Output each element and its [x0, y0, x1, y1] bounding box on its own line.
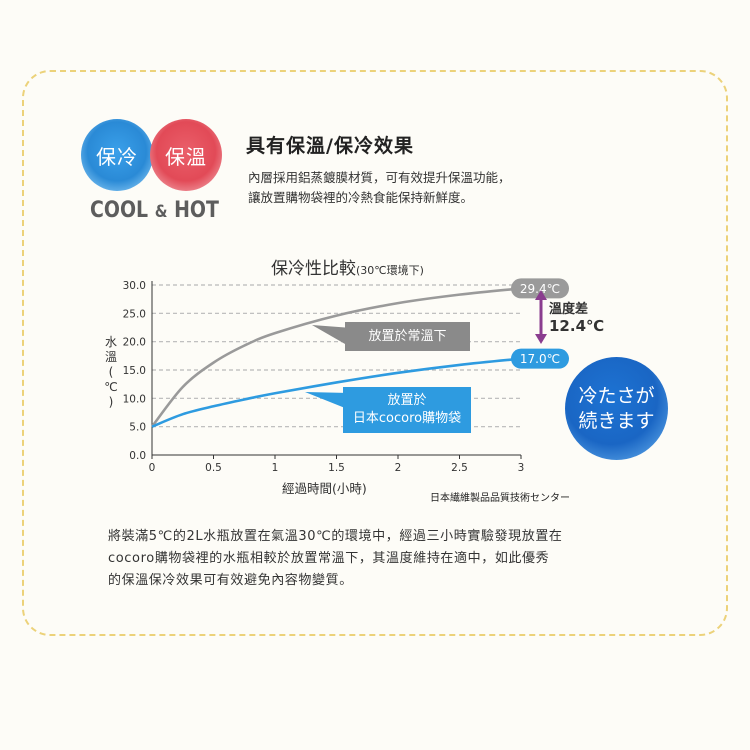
callout-normal: 放置於常溫下: [345, 322, 470, 351]
x-tick-label: 2: [395, 462, 402, 474]
end-label-bg: [511, 348, 569, 369]
callout-normal-tail: [312, 325, 352, 348]
difference-title: 溫度差: [549, 302, 589, 317]
difference-value: 12.4℃: [549, 317, 605, 335]
chart-title-main: 保冷性比較: [271, 259, 356, 279]
jp-badge-line-1: 冷たさが: [578, 384, 655, 407]
y-tick-label: 0.0: [129, 450, 146, 462]
callout-tails: [305, 325, 352, 410]
x-axis-label: 經過時間(小時): [282, 481, 367, 496]
difference-arrow: [535, 290, 547, 344]
endlabel-layer: 29.4℃ 17.0℃: [511, 278, 569, 369]
bottom-description: 將裝滿5℃的2L水瓶放置在氣溫30℃的環境中，經過三小時實驗發現放置在 coco…: [108, 526, 648, 592]
callout-bag-line-1: 放置於: [387, 393, 427, 408]
cool-badge-label: 保冷: [96, 144, 138, 169]
page-title: 具有保溫/保冷效果: [246, 135, 414, 157]
axis-layer: 0.0 5.0 10.0 15.0 20.0 25.0 30.0 0 0.5 1 1.5 2 2.5 3: [123, 280, 525, 474]
description-line-2: 讓放置購物袋裡的冷熱食能保持新鮮度。: [248, 190, 474, 205]
x-tick-label: 0: [149, 462, 156, 474]
cool-badge: 保冷: [81, 119, 153, 191]
difference-label: 溫度差 12.4℃: [549, 301, 604, 335]
y-axis-label-char: ): [108, 395, 114, 409]
series-layer: [150, 287, 522, 428]
hot-badge: 保溫: [150, 119, 222, 191]
x-tick-label: 0.5: [205, 462, 222, 474]
end-label: 29.4℃: [520, 282, 560, 296]
y-tick-label: 10.0: [123, 393, 146, 405]
hot-badge-label: 保溫: [165, 144, 207, 169]
y-axis-label: 水溫(℃): [103, 335, 119, 410]
x-tick-label: 2.5: [451, 462, 468, 474]
callout-bag-line-2: 日本cocoro購物袋: [352, 411, 462, 426]
y-axis-label-char: (: [108, 365, 114, 379]
x-tick-label: 3: [518, 462, 525, 474]
callout-bag: 放置於 日本cocoro購物袋: [343, 387, 471, 433]
series-line-bag: [151, 357, 522, 428]
description-line-1: 內層採用鋁蒸鍍膜材質，可有效提升保溫功能，: [248, 170, 511, 185]
difference-arrow-head-down: [535, 334, 547, 344]
bottom-line-2: cocoro購物袋裡的水瓶相較於放置常溫下，其溫度維持在適中，如此優秀: [108, 551, 550, 566]
y-tick-label: 30.0: [123, 280, 146, 292]
y-tick-label: 20.0: [123, 337, 146, 349]
y-tick-label: 25.0: [123, 308, 146, 320]
cool-text: COOL: [90, 198, 149, 223]
cool-hot-logo: COOL & HOT: [90, 198, 219, 223]
x-tick-label: 1.5: [328, 462, 345, 474]
jp-badge-line-2: 続きます: [578, 409, 655, 432]
end-label-bg: [511, 278, 569, 299]
description: 內層採用鋁蒸鍍膜材質，可有效提升保溫功能， 讓放置購物袋裡的冷熱食能保持新鮮度。: [248, 168, 511, 208]
chart-title: 保冷性比較(30℃環境下): [271, 254, 424, 279]
chart-title-sub: (30℃環境下): [356, 264, 424, 277]
bottom-line-1: 將裝滿5℃的2L水瓶放置在氣溫30℃的環境中，經過三小時實驗發現放置在: [108, 529, 563, 544]
bottom-line-3: 的保溫保冷效果可有效避免內容物變質。: [108, 573, 353, 588]
jp-cold-badge: 冷たさが 続きます: [565, 357, 668, 460]
end-label: 17.0℃: [520, 352, 560, 366]
difference-arrow-head-up: [535, 290, 547, 300]
hot-text: HOT: [174, 198, 219, 223]
y-tick-label: 15.0: [123, 365, 146, 377]
y-tick-label: 5.0: [129, 422, 146, 434]
source-credit: 日本繊維製品品質技術センター: [430, 493, 570, 504]
callout-bag-tail: [305, 392, 350, 410]
series-line-normal: [150, 287, 522, 428]
y-axis-label-char: 水: [104, 335, 117, 349]
y-axis-label-char: 溫: [104, 350, 117, 364]
amp-text: &: [154, 202, 168, 222]
y-axis-label-char: ℃: [104, 380, 118, 394]
x-tick-label: 1: [272, 462, 279, 474]
